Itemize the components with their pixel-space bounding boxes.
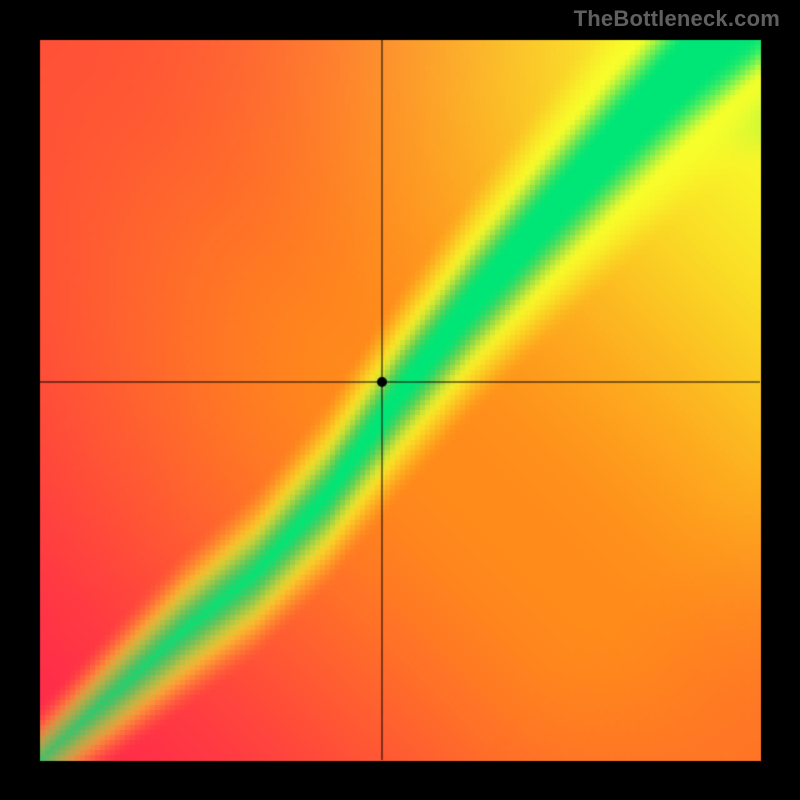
bottleneck-heatmap: [0, 0, 800, 800]
attribution-label: TheBottleneck.com: [574, 6, 780, 32]
